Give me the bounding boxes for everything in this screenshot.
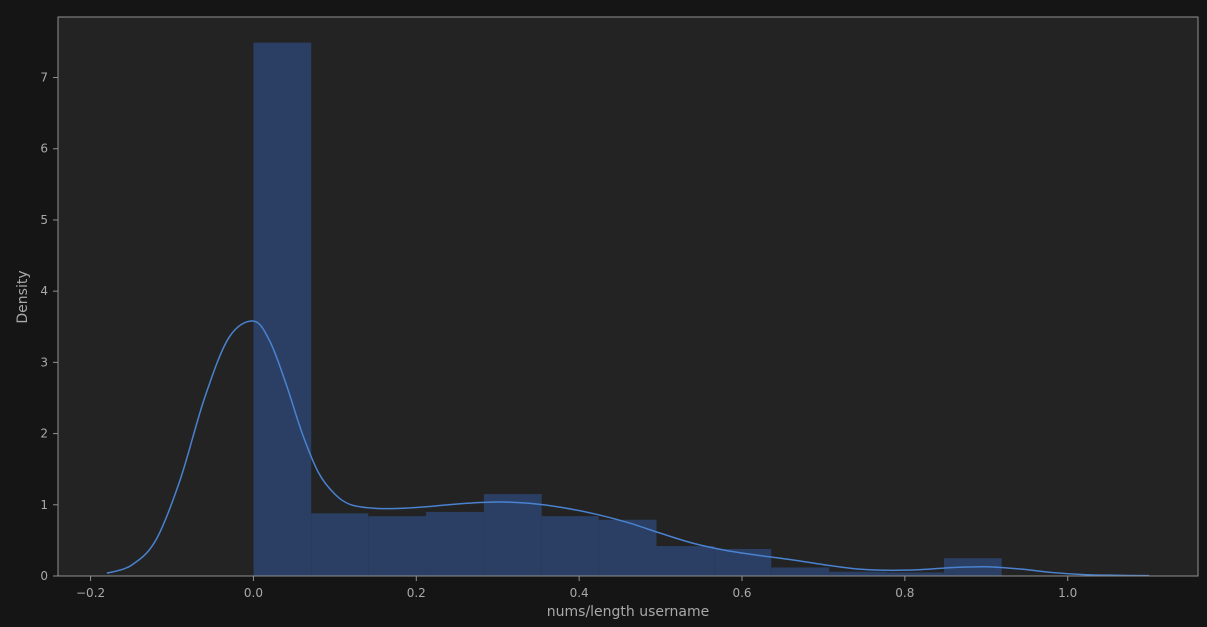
x-tick-label: 0.2 — [407, 586, 426, 600]
histogram-bar — [598, 519, 657, 576]
x-axis-label: nums/length username — [547, 604, 709, 620]
x-tick-label: −0.2 — [76, 586, 105, 600]
x-tick-label: 0.8 — [895, 586, 914, 600]
kde-curve — [106, 320, 1150, 577]
histogram-bar — [886, 572, 944, 576]
plot-frame — [57, 16, 1199, 577]
histogram-bar — [541, 516, 599, 576]
x-tick-label: 0.4 — [570, 586, 589, 600]
histogram-bar — [426, 511, 484, 576]
histogram-bar — [829, 571, 887, 576]
y-tick-label: 7 — [40, 71, 48, 85]
y-tick-label: 1 — [40, 498, 48, 512]
histogram-bar — [483, 494, 542, 576]
histogram-bar — [253, 42, 312, 576]
y-tick-label: 3 — [40, 355, 48, 369]
y-tick-label: 5 — [40, 213, 48, 227]
histogram-bar — [311, 513, 369, 576]
x-tick-label: 0.6 — [732, 586, 751, 600]
y-tick-label: 6 — [40, 142, 48, 156]
histogram-bar — [656, 546, 715, 576]
y-tick-label: 4 — [40, 284, 48, 298]
y-tick-label: 0 — [40, 569, 48, 583]
histogram-bars — [253, 42, 1002, 576]
y-tick-label: 2 — [40, 427, 48, 441]
x-tick-label: 1.0 — [1058, 586, 1077, 600]
y-axis-ticks: 0 1 2 3 4 5 6 7 — [40, 71, 58, 583]
x-axis-ticks: −0.2 0.0 0.2 0.4 0.6 0.8 1.0 — [76, 576, 1077, 600]
histogram-bar — [771, 567, 830, 576]
y-axis-label: Density — [15, 270, 31, 323]
x-tick-label: 0.0 — [244, 586, 263, 600]
plot-area — [58, 17, 1198, 576]
histogram-bar — [368, 516, 427, 576]
